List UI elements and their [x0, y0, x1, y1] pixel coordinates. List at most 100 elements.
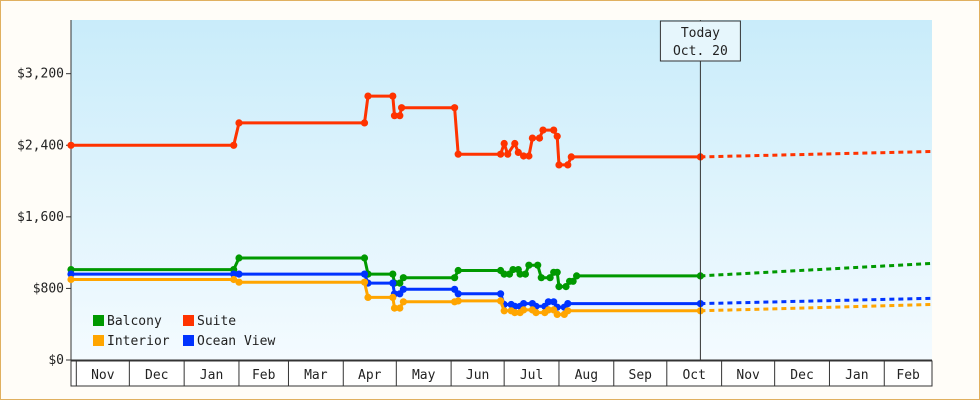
- data-point-interior: [230, 275, 238, 284]
- data-point-suite: [454, 150, 462, 158]
- data-point-balcony: [569, 277, 577, 285]
- data-point-balcony: [516, 270, 524, 278]
- data-point-balcony: [555, 283, 563, 291]
- data-point-balcony: [525, 261, 533, 269]
- data-point-ocean-view: [230, 270, 238, 278]
- data-point-suite: [360, 119, 369, 127]
- data-point-interior: [553, 310, 561, 318]
- data-point-suite: [535, 134, 544, 142]
- data-point-interior: [454, 297, 462, 305]
- legend-label-suite: Suite: [197, 314, 236, 329]
- data-point-balcony: [235, 254, 243, 262]
- projection-ocean-view: [700, 296, 933, 306]
- data-point-ocean-view: [564, 300, 572, 308]
- data-point-ocean-view: [235, 270, 243, 278]
- data-point-suite: [389, 92, 397, 100]
- data-point-suite: [514, 148, 522, 156]
- data-point-balcony: [451, 274, 459, 282]
- legend-label-interior: Interior: [107, 334, 170, 349]
- month-label: Sep: [629, 368, 653, 383]
- series-lines: [67, 92, 705, 318]
- month-label: Nov: [91, 368, 115, 383]
- month-label: Jan: [200, 368, 223, 383]
- x-axis: Nov Dec Jan Feb Mar Apr May Jun Jul Aug Sep Oct Nov D…: [70, 359, 933, 387]
- series-suite: [67, 92, 705, 169]
- data-point-balcony: [389, 270, 397, 278]
- data-point-ocean-view: [544, 298, 553, 306]
- month-label: Mar: [304, 368, 328, 383]
- month-label: Feb: [896, 368, 920, 383]
- y-tick-label: $2,400: [17, 138, 64, 153]
- legend-label-balcony: Balcony: [107, 314, 162, 329]
- data-point-ocean-view: [454, 290, 462, 298]
- data-point-balcony: [509, 266, 517, 274]
- data-point-interior: [389, 293, 397, 301]
- series-interior: [67, 275, 705, 318]
- month-label: Dec: [790, 368, 813, 383]
- data-point-balcony: [534, 261, 542, 269]
- projection-suite: [700, 150, 933, 159]
- month-label: Dec: [145, 368, 168, 383]
- projection-lines: [700, 150, 933, 313]
- data-point-suite: [525, 152, 533, 160]
- data-point-interior: [364, 293, 372, 301]
- month-label: Jun: [466, 368, 489, 383]
- data-point-balcony: [454, 266, 462, 275]
- data-point-interior: [544, 306, 553, 314]
- legend-swatch-ocean-view: [183, 335, 194, 346]
- data-point-suite: [500, 139, 508, 148]
- legend-swatch-interior: [93, 335, 104, 346]
- data-point-suite: [520, 152, 528, 160]
- data-point-suite: [564, 161, 572, 169]
- data-point-balcony: [360, 254, 369, 262]
- data-point-interior: [500, 307, 508, 315]
- month-label: Jul: [520, 368, 543, 383]
- data-point-interior: [497, 297, 505, 305]
- data-point-interior: [511, 309, 519, 317]
- data-point-balcony: [500, 270, 508, 278]
- y-tick-label: $3,200: [17, 67, 64, 82]
- month-label: Oct: [682, 368, 705, 383]
- data-point-interior: [390, 304, 399, 312]
- today-date-label: Oct. 20: [673, 44, 728, 59]
- projection-interior: [700, 303, 933, 313]
- month-label: Nov: [736, 368, 760, 383]
- data-point-suite: [567, 153, 575, 161]
- data-point-ocean-view: [67, 270, 75, 278]
- data-point-suite: [555, 161, 563, 169]
- legend: Balcony Suite Interior Ocean View: [93, 314, 275, 349]
- legend-swatch-balcony: [93, 315, 104, 326]
- data-point-balcony: [553, 268, 561, 276]
- today-label: Today: [681, 26, 720, 41]
- data-point-suite: [364, 92, 372, 100]
- month-label: Feb: [252, 368, 276, 383]
- data-point-suite: [497, 150, 505, 158]
- y-tick-label: $800: [33, 281, 64, 296]
- data-point-balcony: [521, 270, 530, 278]
- data-point-suite: [390, 112, 399, 120]
- data-point-ocean-view: [399, 285, 407, 293]
- data-point-interior: [360, 278, 369, 286]
- data-point-interior: [399, 298, 407, 306]
- data-point-ocean-view: [497, 290, 505, 298]
- data-point-balcony: [546, 274, 554, 282]
- y-tick-label: $0: [48, 353, 64, 368]
- y-tick-label: $1,600: [17, 210, 64, 225]
- data-point-suite: [398, 104, 406, 112]
- data-point-suite: [550, 126, 558, 134]
- legend-swatch-suite: [183, 315, 194, 326]
- data-point-suite: [504, 150, 512, 158]
- data-point-interior: [532, 309, 540, 317]
- data-point-suite: [235, 119, 243, 127]
- legend-label-ocean-view: Ocean View: [197, 334, 275, 349]
- series-balcony: [67, 254, 705, 291]
- month-label: Aug: [575, 368, 598, 383]
- data-point-suite: [511, 139, 519, 148]
- data-point-interior: [564, 307, 572, 315]
- data-point-suite: [539, 126, 547, 134]
- data-point-suite: [230, 141, 238, 149]
- month-label: May: [412, 368, 436, 383]
- today-box: [659, 20, 741, 62]
- month-label: Apr: [358, 368, 382, 383]
